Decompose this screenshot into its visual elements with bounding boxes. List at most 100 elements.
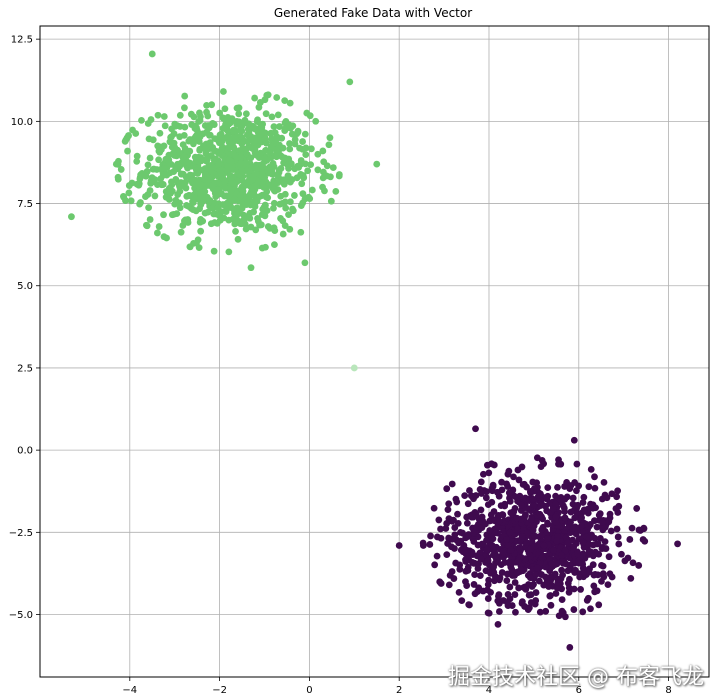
scatter-point xyxy=(155,223,163,230)
scatter-point xyxy=(247,154,255,162)
scatter-point xyxy=(450,516,457,524)
scatter-point xyxy=(267,129,275,137)
scatter-point xyxy=(505,489,513,497)
scatter-point xyxy=(278,200,286,207)
scatter-point xyxy=(477,506,485,514)
scatter-point xyxy=(243,145,250,153)
scatter-point xyxy=(443,551,451,559)
scatter-point xyxy=(240,211,247,219)
scatter-point xyxy=(160,211,167,219)
scatter-point xyxy=(308,186,316,194)
scatter-point xyxy=(455,539,463,547)
scatter-point xyxy=(481,520,489,528)
scatter-point xyxy=(225,156,233,164)
scatter-point xyxy=(148,174,156,181)
scatter-point xyxy=(306,112,314,120)
scatter-point xyxy=(251,125,259,133)
scatter-point xyxy=(505,467,513,475)
x-tick-label: 2 xyxy=(396,685,402,696)
scatter-point xyxy=(185,202,193,210)
scatter-point xyxy=(260,183,268,191)
watermark: 掘金技术社区 @ 布客飞龙 xyxy=(448,665,704,690)
scatter-point xyxy=(484,595,492,602)
scatter-point xyxy=(142,172,150,180)
scatter-point xyxy=(320,158,328,166)
scatter-point xyxy=(314,150,322,158)
scatter-point xyxy=(615,502,623,510)
scatter-point xyxy=(539,515,547,523)
scatter-point xyxy=(211,219,219,226)
scatter-point xyxy=(327,197,335,205)
scatter-point xyxy=(533,454,541,462)
scatter-point xyxy=(514,466,522,474)
scatter-point xyxy=(530,581,537,588)
scatter-point xyxy=(183,217,191,225)
scatter-point xyxy=(564,579,572,587)
scatter-point xyxy=(472,510,480,518)
scatter-point xyxy=(466,487,473,494)
series-2 xyxy=(350,364,358,372)
scatter-point xyxy=(579,499,587,506)
scatter-point xyxy=(254,214,261,222)
scatter-point xyxy=(227,187,234,194)
scatter-point xyxy=(258,161,265,169)
scatter-point xyxy=(286,225,294,233)
scatter-point xyxy=(543,495,551,503)
scatter-point xyxy=(237,160,245,167)
scatter-point xyxy=(605,518,613,526)
scatter-point xyxy=(587,465,595,473)
scatter-point xyxy=(453,498,461,506)
scatter-point xyxy=(490,563,498,571)
scatter-point xyxy=(513,525,521,533)
scatter-point xyxy=(527,574,534,582)
scatter-point xyxy=(600,478,608,486)
scatter-point xyxy=(496,517,503,525)
scatter-point xyxy=(177,170,185,178)
scatter-point xyxy=(206,196,214,204)
scatter-point xyxy=(214,204,222,212)
scatter-point xyxy=(511,591,519,598)
scatter-point xyxy=(456,561,464,569)
scatter-point xyxy=(591,484,599,492)
scatter-point xyxy=(220,115,227,123)
scatter-point xyxy=(216,109,224,117)
scatter-point xyxy=(127,197,135,205)
scatter-point xyxy=(295,163,303,171)
scatter-point xyxy=(161,122,169,130)
scatter-point xyxy=(146,154,154,162)
scatter-point xyxy=(286,140,293,147)
scatter-point xyxy=(535,492,543,499)
scatter-point xyxy=(546,592,554,600)
scatter-point xyxy=(301,130,309,138)
scatter-point xyxy=(177,228,185,236)
scatter-point xyxy=(174,160,181,168)
scatter-point xyxy=(117,166,125,173)
scatter-point xyxy=(527,591,535,599)
scatter-point xyxy=(506,583,514,591)
scatter-point xyxy=(451,531,459,539)
scatter-point xyxy=(535,577,543,585)
scatter-point xyxy=(633,505,641,512)
scatter-point xyxy=(518,501,525,509)
scatter-point xyxy=(286,198,294,206)
scatter-point xyxy=(445,581,453,589)
scatter-point xyxy=(512,493,519,501)
scatter-point xyxy=(518,598,526,606)
scatter-point xyxy=(548,560,556,567)
scatter-point xyxy=(532,571,540,579)
scatter-point xyxy=(185,147,193,155)
scatter-point xyxy=(591,517,598,525)
scatter-point xyxy=(281,97,289,105)
scatter-point xyxy=(507,546,515,554)
scatter-point xyxy=(573,487,580,495)
scatter-point xyxy=(478,513,486,521)
scatter-point xyxy=(475,584,483,592)
scatter-point xyxy=(544,519,551,527)
scatter-point xyxy=(443,485,451,493)
scatter-point xyxy=(532,597,540,604)
scatter-point xyxy=(531,532,538,540)
scatter-point xyxy=(269,160,277,167)
scatter-point xyxy=(615,540,623,548)
scatter-point xyxy=(178,182,186,190)
scatter-point xyxy=(220,88,227,95)
